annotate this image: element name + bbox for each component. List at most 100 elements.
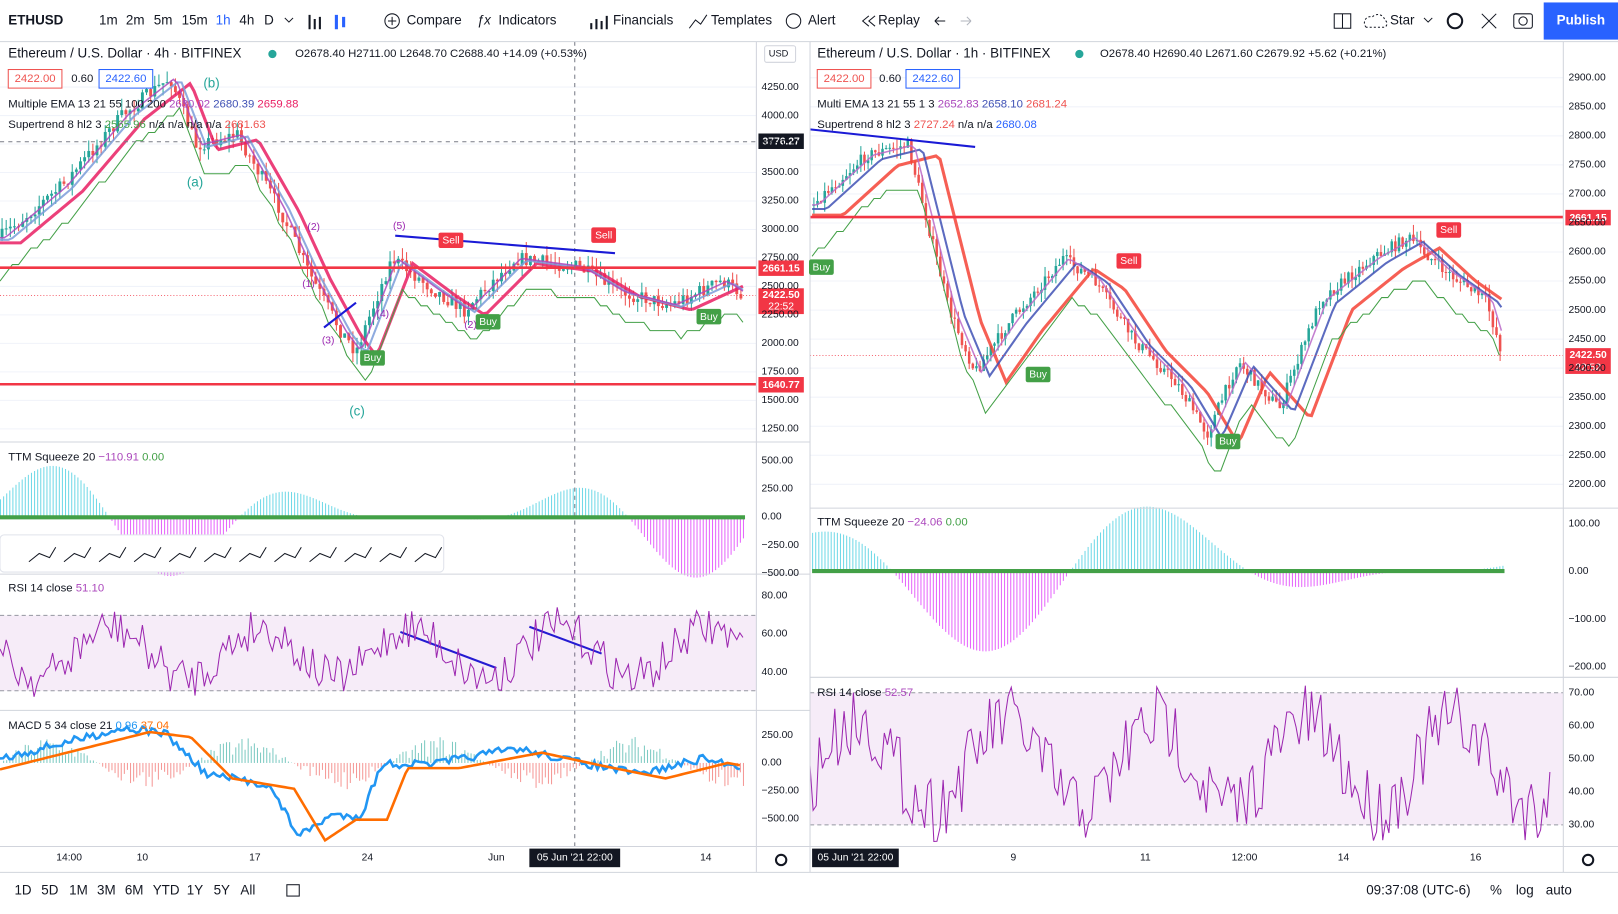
histogram-bar [1276, 571, 1278, 584]
ask[interactable]: 2422.60 [105, 73, 146, 85]
drawing-tool[interactable] [414, 547, 443, 563]
templates-button[interactable]: Templates [711, 13, 772, 28]
chart-type-icon[interactable] [308, 14, 321, 30]
interval[interactable]: 1h [216, 13, 231, 28]
settings-icon[interactable] [1446, 12, 1464, 30]
histogram-bar [721, 517, 723, 565]
range-button[interactable]: 1Y [187, 882, 203, 897]
interval[interactable]: 1m [99, 13, 118, 28]
histogram-bar [92, 494, 94, 518]
interval[interactable]: 15m [182, 13, 208, 28]
histogram-bar [139, 762, 141, 776]
ohlc: O2678.40 H2711.00 L2648.70 C2688.40 +14.… [295, 48, 587, 60]
drawing-tool[interactable] [168, 547, 197, 563]
histogram-bar [622, 743, 624, 763]
interval[interactable]: 2m [126, 13, 145, 28]
axis-settings[interactable] [1581, 853, 1595, 867]
drawing-tool[interactable] [379, 547, 408, 563]
range-button[interactable]: 5D [41, 882, 58, 897]
publish-label[interactable]: Publish [1557, 13, 1605, 28]
drawing-tool[interactable] [133, 547, 162, 563]
fullscreen-icon[interactable] [1481, 13, 1497, 29]
interval[interactable]: 5m [154, 13, 173, 28]
bid[interactable]: 2422.00 [824, 73, 865, 85]
histogram-bar [588, 488, 590, 518]
log-toggle[interactable]: log [1516, 882, 1534, 897]
candle [611, 280, 615, 285]
templates-icon[interactable] [688, 14, 708, 29]
indicators-button[interactable]: Indicators [498, 13, 556, 28]
bid-box[interactable] [7, 69, 63, 89]
candle [1332, 290, 1336, 295]
histogram-bar [27, 474, 29, 518]
interval[interactable]: 4h [239, 13, 254, 28]
candle [54, 192, 58, 194]
drawing-tool[interactable] [63, 547, 92, 563]
drawing-tool[interactable] [203, 547, 232, 563]
ask-box[interactable] [98, 69, 154, 89]
compare-icon[interactable] [384, 13, 400, 29]
drawing-tool[interactable] [309, 547, 337, 563]
ask[interactable]: 2422.60 [912, 73, 953, 85]
range-button[interactable]: 5Y [214, 882, 230, 897]
candle [314, 276, 318, 284]
alert-button[interactable]: Alert [808, 13, 836, 28]
date-range-icon[interactable] [286, 884, 300, 897]
signal-box [1025, 366, 1051, 383]
range-button[interactable]: YTD [153, 882, 180, 897]
replay-icon[interactable] [861, 15, 876, 27]
axis-settings[interactable] [774, 853, 788, 867]
time-label: 14:00 [56, 853, 82, 864]
drawing-tool[interactable] [239, 547, 267, 563]
histogram-bar [1084, 550, 1086, 572]
drawing-tool[interactable] [28, 547, 57, 563]
drawing-tool[interactable] [98, 547, 127, 563]
replay-button[interactable]: Replay [878, 13, 920, 28]
redo-icon[interactable] [960, 16, 972, 26]
financials-icon[interactable] [590, 15, 608, 30]
alert-icon[interactable] [785, 13, 802, 29]
candle [1014, 309, 1018, 314]
symbol[interactable]: ETHUSD [8, 13, 63, 28]
dropdown-icon[interactable] [284, 17, 294, 23]
range-button[interactable]: 6M [125, 882, 144, 897]
layout-name[interactable]: Star [1390, 13, 1415, 28]
snapshot-icon[interactable] [1518, 16, 1528, 26]
signal-label: Buy [479, 317, 498, 328]
range-button[interactable]: 1M [69, 882, 88, 897]
range-button[interactable]: 1D [14, 882, 31, 897]
compare-icon[interactable] [387, 16, 397, 26]
auto-toggle[interactable]: auto [1546, 882, 1572, 897]
snapshot-icon[interactable] [1513, 13, 1533, 29]
fx-icon[interactable]: ƒx [477, 13, 492, 28]
histogram-bar [1019, 571, 1021, 635]
range-button[interactable]: 3M [97, 882, 116, 897]
drawing-tool[interactable] [344, 547, 372, 563]
compare-button[interactable]: Compare [407, 13, 462, 28]
dropdown-icon[interactable] [1423, 17, 1433, 23]
currency[interactable]: USD [769, 49, 789, 59]
histogram-bar [34, 470, 36, 518]
histogram-bar [1195, 529, 1197, 572]
currency-button[interactable] [764, 45, 797, 63]
candle [1271, 396, 1274, 401]
histogram-bar [260, 499, 262, 518]
histogram-bar [495, 762, 497, 769]
histogram-bar [616, 740, 618, 763]
histogram-bar [164, 762, 166, 772]
financials-button[interactable]: Financials [613, 13, 674, 28]
publish-button[interactable] [1543, 2, 1618, 40]
undo-icon[interactable] [934, 16, 946, 26]
chart-style-icon[interactable] [334, 14, 346, 30]
bid-box[interactable] [816, 69, 872, 89]
candle [1455, 279, 1459, 282]
candle [1321, 301, 1325, 309]
drawing-tool[interactable] [274, 547, 302, 563]
interval[interactable]: D [264, 13, 274, 28]
ask-box[interactable] [905, 69, 961, 89]
range-button[interactable]: All [240, 882, 255, 897]
histogram-bar [976, 571, 978, 651]
percent-toggle[interactable]: % [1490, 882, 1502, 897]
bid[interactable]: 2422.00 [15, 73, 56, 85]
signal-label: Sell [595, 230, 612, 241]
